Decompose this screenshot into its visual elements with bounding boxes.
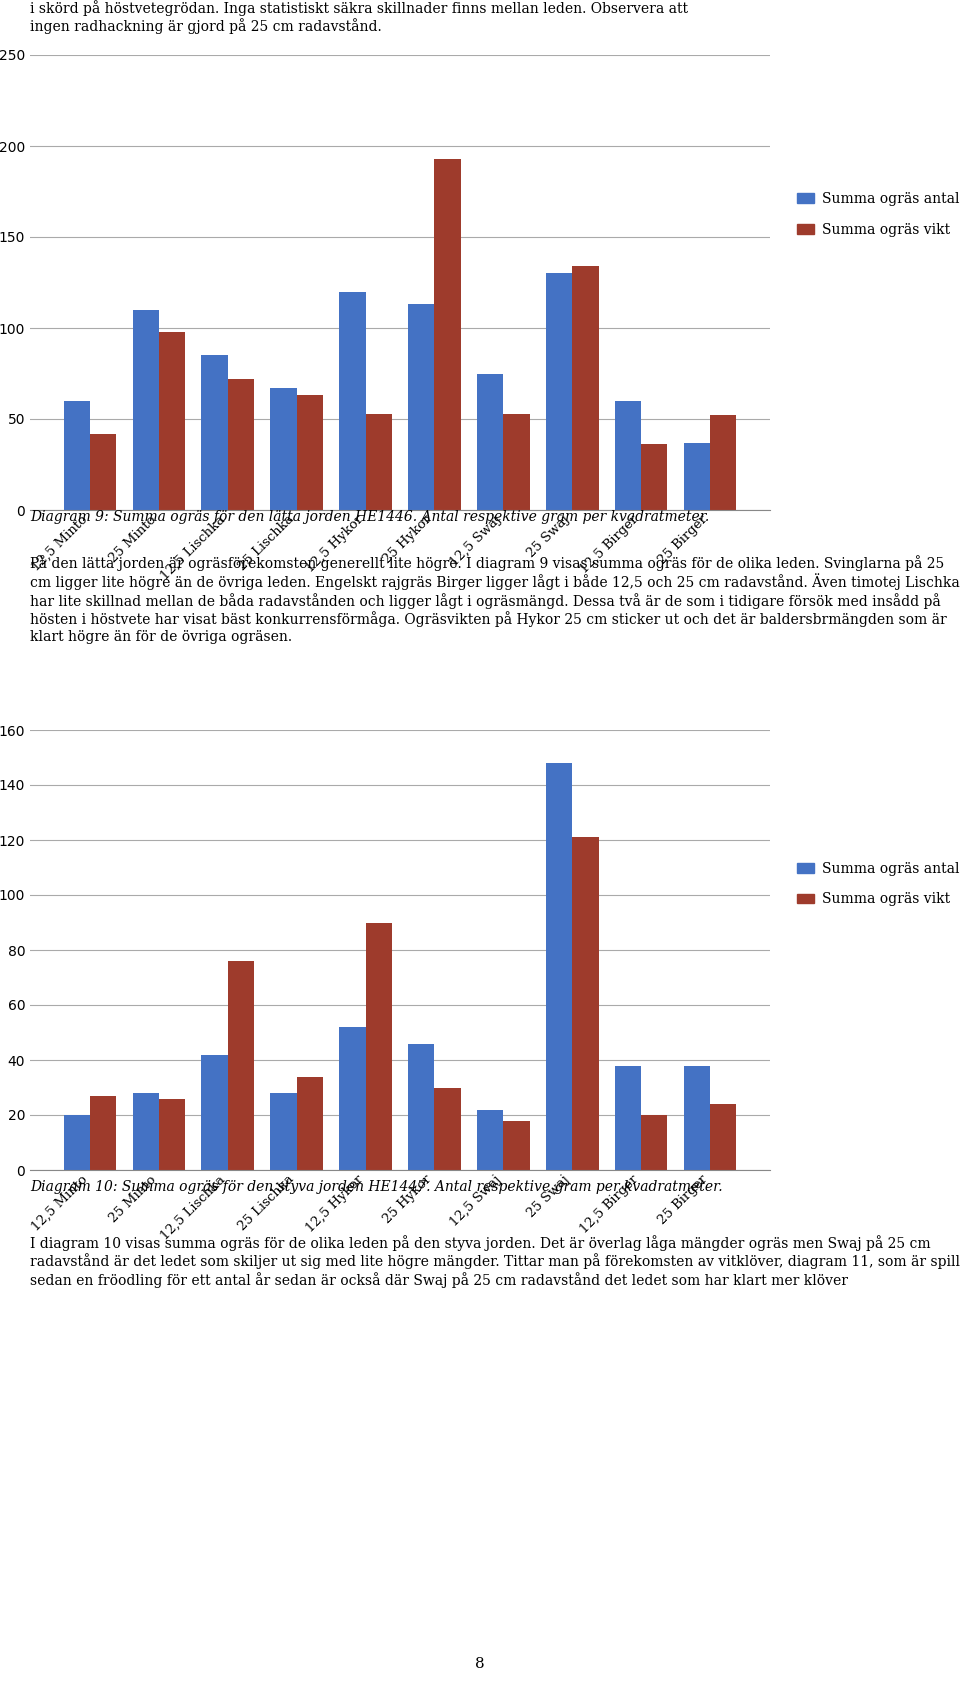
Text: 8: 8 [475, 1657, 485, 1672]
Bar [297, 1076, 323, 1170]
Bar [158, 331, 185, 510]
Bar [546, 763, 572, 1170]
Bar [366, 414, 392, 510]
Text: Diagram 9: Summa ogräs för den lätta jorden HE1446. Antal respektive gram per kv: Diagram 9: Summa ogräs för den lätta jor… [30, 510, 709, 524]
Bar [684, 1066, 710, 1170]
Bar [63, 1115, 90, 1170]
Bar [202, 1054, 228, 1170]
Bar [477, 373, 503, 510]
Bar [641, 444, 667, 510]
Bar [408, 1044, 435, 1170]
Legend: Summa ogräs antal, Summa ogräs vikt: Summa ogräs antal, Summa ogräs vikt [792, 856, 960, 912]
Bar [435, 1088, 461, 1170]
Bar [158, 1098, 185, 1170]
Bar [684, 443, 710, 510]
Bar [366, 922, 392, 1170]
Bar [641, 1115, 667, 1170]
Text: På den lätta jorden är ogräsförekomsten generellt lite högre. I diagram 9 visas : På den lätta jorden är ogräsförekomsten … [30, 556, 960, 644]
Text: i skörd på höstvetegrödan. Inga statistiskt säkra skillnader finns mellan leden.: i skörd på höstvetegrödan. Inga statisti… [30, 0, 688, 34]
Bar [202, 355, 228, 510]
Bar [710, 415, 736, 510]
Bar [477, 1110, 503, 1170]
Bar [503, 414, 530, 510]
Bar [90, 434, 116, 510]
Bar [90, 1096, 116, 1170]
Bar [339, 1027, 366, 1170]
Bar [710, 1105, 736, 1170]
Bar [546, 274, 572, 510]
Bar [271, 388, 297, 510]
Bar [435, 159, 461, 510]
Text: Diagram 10: Summa ogräs för den styva jorden HE1447. Antal respektive gram per k: Diagram 10: Summa ogräs för den styva jo… [30, 1181, 723, 1194]
Bar [63, 400, 90, 510]
Bar [408, 304, 435, 510]
Bar [132, 1093, 158, 1170]
Bar [297, 395, 323, 510]
Bar [132, 309, 158, 510]
Bar [572, 838, 598, 1170]
Bar [228, 378, 253, 510]
Bar [615, 400, 641, 510]
Legend: Summa ogräs antal, Summa ogräs vikt: Summa ogräs antal, Summa ogräs vikt [792, 186, 960, 242]
Bar [572, 267, 598, 510]
Bar [615, 1066, 641, 1170]
Bar [228, 961, 253, 1170]
Bar [503, 1120, 530, 1170]
Bar [339, 292, 366, 510]
Bar [271, 1093, 297, 1170]
Text: I diagram 10 visas summa ogräs för de olika leden på den styva jorden. Det är öv: I diagram 10 visas summa ogräs för de ol… [30, 1235, 960, 1287]
